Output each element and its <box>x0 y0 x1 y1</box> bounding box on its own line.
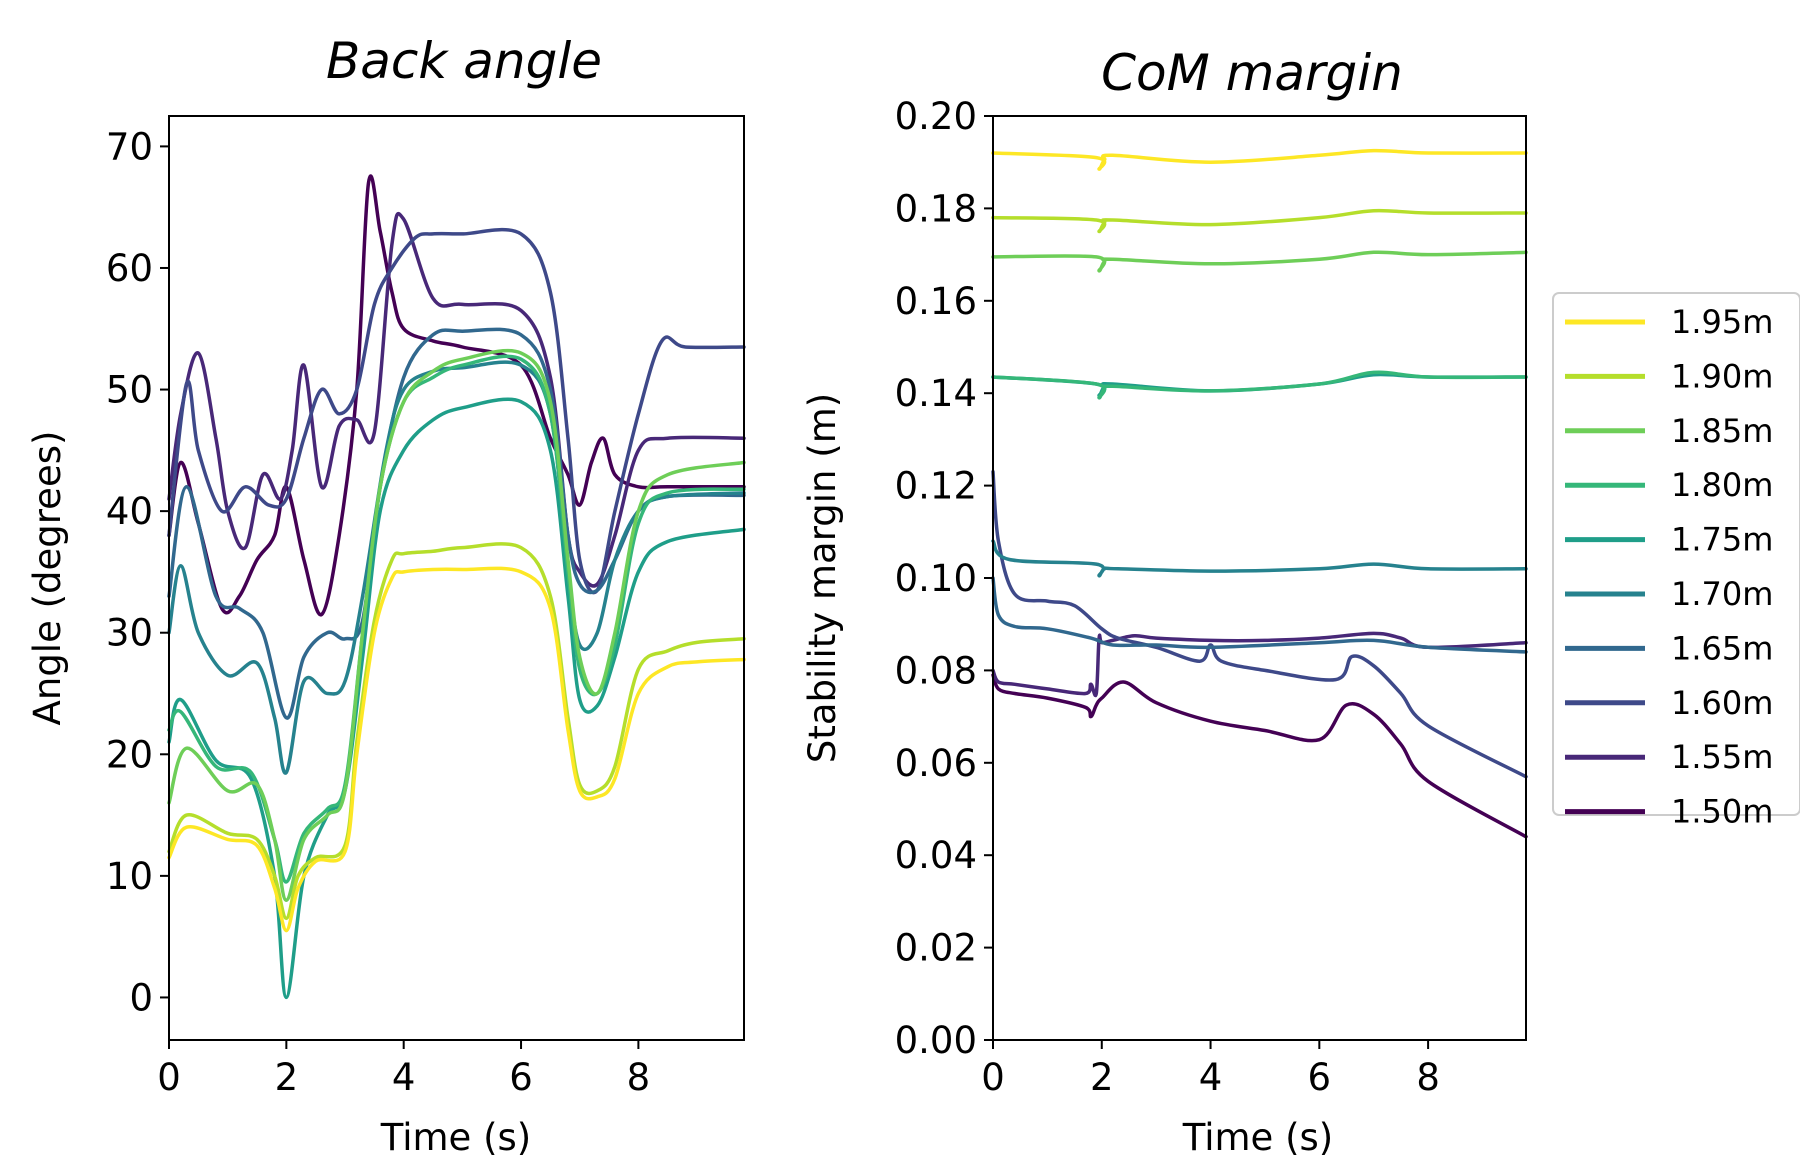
x-tick-label: 4 <box>392 1056 416 1099</box>
legend-label-1-55m: 1.55m <box>1671 738 1773 776</box>
x-tick-label: 4 <box>1199 1056 1223 1099</box>
legend-label-1-60m: 1.60m <box>1671 684 1773 722</box>
y-tick-label: 0.02 <box>895 927 977 970</box>
series-line-1-90m <box>167 542 746 921</box>
plot-frame <box>168 115 745 1041</box>
y-tick-label: 0.06 <box>895 742 977 785</box>
chart-title: CoM margin <box>1101 44 1403 102</box>
legend-label-1-80m: 1.80m <box>1671 466 1773 504</box>
x-tick-label: 2 <box>1090 1056 1114 1099</box>
y-tick-label: 0.12 <box>895 465 977 508</box>
y-tick-label: 40 <box>106 490 153 533</box>
series-line-1-65m <box>167 327 746 720</box>
y-tick-label: 0.14 <box>895 372 977 415</box>
y-axis-label: Angle (degrees) <box>26 431 69 726</box>
y-tick-label: 50 <box>106 369 153 412</box>
back-angle-chart: Back angle 0 2 4 6 8 0 10 20 30 40 50 60 70 Time (s)… <box>26 32 746 1159</box>
y-tick-label: 0.10 <box>895 557 977 600</box>
series-line-1-85m <box>991 250 1528 273</box>
legend-label-1-65m: 1.65m <box>1671 629 1773 667</box>
series-line-1-55m <box>991 631 1528 698</box>
y-tick-label: 10 <box>106 855 153 898</box>
y-tick-label: 30 <box>106 612 153 655</box>
legend-label-1-95m: 1.95m <box>1671 303 1773 341</box>
series-line-1-95m <box>991 148 1528 171</box>
y-tick-label: 0.16 <box>895 280 977 323</box>
y-tick-label: 0.04 <box>895 834 977 877</box>
legend-label-1-50m: 1.50m <box>1671 793 1773 831</box>
x-tick-label: 8 <box>627 1056 651 1099</box>
y-tick-label: 20 <box>106 733 153 776</box>
x-tick-label: 2 <box>275 1056 299 1099</box>
x-tick-label: 6 <box>509 1056 533 1099</box>
legend-label-1-75m: 1.75m <box>1671 521 1773 559</box>
y-axis-label: Stability margin (m) <box>801 393 844 763</box>
legend-label-1-90m: 1.90m <box>1671 357 1773 395</box>
x-axis-label: Time (s) <box>380 1116 531 1159</box>
legend-label-1-85m: 1.85m <box>1671 412 1773 450</box>
y-tick-label: 0.00 <box>895 1019 977 1062</box>
x-tick-label: 8 <box>1416 1056 1440 1099</box>
legend-frame <box>1552 292 1800 816</box>
series-line-1-80m <box>991 370 1528 400</box>
y-tick-label: 0.18 <box>895 187 977 230</box>
x-axis-label: Time (s) <box>1182 1116 1333 1159</box>
y-tick-label: 70 <box>106 125 153 168</box>
series-line-1-65m <box>991 576 1528 654</box>
legend: 1.95m 1.90m 1.85m 1.80m 1.75m 1.70m 1.65m 1.60m… <box>1552 292 1800 831</box>
series-line-1-95m <box>167 566 746 933</box>
chart-title: Back angle <box>326 32 602 90</box>
y-tick-label: 0.08 <box>895 649 977 692</box>
series-line-1-55m <box>167 211 746 588</box>
series-line-1-60m <box>167 227 746 595</box>
series-line-1-50m <box>167 174 746 617</box>
com-margin-chart: CoM margin 0 2 4 6 8 0.00 0.02 0.04 0.06 0.08 0.10… <box>801 44 1528 1159</box>
series-line-1-70m <box>991 539 1528 578</box>
series-line-1-70m <box>167 360 746 775</box>
series-line-1-85m <box>167 348 746 902</box>
x-tick-label: 6 <box>1308 1056 1332 1099</box>
series-line-1-50m <box>991 673 1528 839</box>
legend-label-1-70m: 1.70m <box>1671 575 1773 613</box>
y-tick-label: 0.20 <box>895 95 977 138</box>
x-tick-label: 0 <box>981 1056 1005 1099</box>
y-tick-label: 60 <box>106 247 153 290</box>
series-line-1-90m <box>991 208 1528 234</box>
x-tick-label: 0 <box>157 1056 181 1099</box>
y-tick-label: 0 <box>129 976 153 1019</box>
series-line-1-75m <box>167 397 746 1000</box>
